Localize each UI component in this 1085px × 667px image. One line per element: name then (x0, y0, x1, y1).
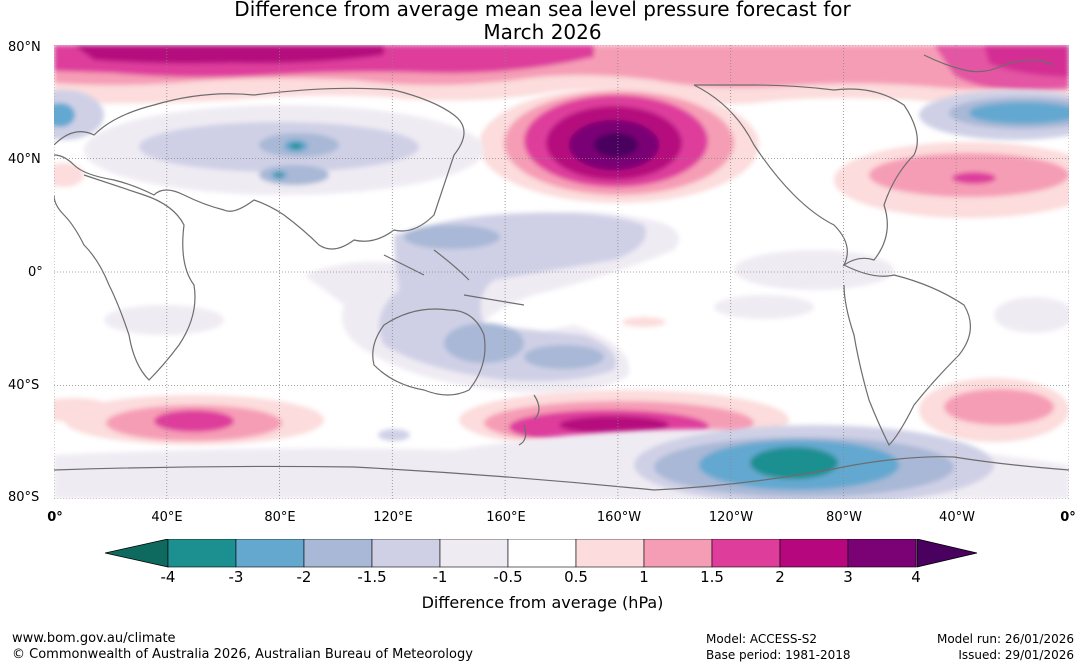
greenland-coast (923, 54, 1055, 73)
colorbar-segment (711, 539, 781, 568)
colorbar-tick-label: 1 (639, 568, 649, 586)
colorbar-over-arrow (916, 539, 978, 568)
colorbar-segment (643, 539, 713, 568)
lat-label-80n: 80°N (8, 40, 41, 55)
colorbar-tick-label: -4 (160, 568, 176, 586)
colorbar-tick-label: 4 (911, 568, 921, 586)
model-name: Model: ACCESS-S2 (706, 632, 818, 646)
colorbar-tick-label: -2 (296, 568, 312, 586)
map-title-line2: March 2026 (483, 20, 602, 44)
colorbar (105, 539, 978, 568)
model-run-date: Model run: 26/01/2026 (936, 632, 1074, 646)
colorbar-tick-label: -1.5 (357, 568, 387, 586)
lat-label-equator: 0° (28, 265, 43, 280)
maritime-continent-coast (383, 249, 525, 306)
gridlines (54, 45, 1069, 499)
lon-label-40e: 40°E (151, 510, 183, 525)
lon-label-160w: 160°W (596, 510, 642, 525)
arctic-high-anomaly (54, 45, 1069, 115)
australia-coast (372, 308, 486, 396)
lat-label-40s: 40°S (8, 378, 40, 393)
south-indian-high-anomaly (54, 395, 324, 445)
south-america-coast (843, 264, 971, 447)
lon-label-80w: 80°W (826, 510, 862, 525)
colorbar-segment (167, 539, 237, 568)
north-pacific-high-anomaly (479, 87, 759, 203)
colorbar-tick-label: -3 (228, 568, 244, 586)
colorbar-label: Difference from average (hPa) (421, 593, 664, 612)
colorbar-tick-label: -0.5 (493, 568, 523, 586)
north-america-coast (693, 84, 918, 267)
colorbar-segments (167, 539, 917, 568)
lon-label-120w: 120°W (708, 510, 754, 525)
lon-label-40w: 40°W (939, 510, 975, 525)
colorbar-segment (779, 539, 849, 568)
map-title-line1: Difference from average mean sea level p… (234, 0, 851, 21)
colorbar-segment (847, 539, 917, 568)
north-atlantic-high-anomaly (834, 142, 1069, 218)
lon-label-0-right: 0° (1060, 510, 1076, 525)
copyright-text: © Commonwealth of Australia 2026, Austra… (12, 647, 473, 662)
eurasia-coast (54, 87, 465, 250)
anomaly-map (54, 45, 1069, 499)
new-zealand-coast (518, 394, 540, 446)
antarctica-coast (54, 456, 1069, 491)
central-asia-low-anomaly (54, 105, 484, 195)
lon-label-120e: 120°E (373, 510, 413, 525)
tropical-pacific-low-anomaly (304, 211, 679, 393)
africa-coast (54, 174, 196, 381)
lon-label-0-left: 0° (47, 510, 63, 525)
colorbar-under-arrow (105, 539, 169, 568)
lon-label-160e: 160°E (486, 510, 526, 525)
coastlines (54, 54, 1069, 491)
colorbar-tick-label: 3 (843, 568, 853, 586)
colorbar-tick-label: -1 (432, 568, 448, 586)
colorbar-segment (439, 539, 509, 568)
base-period: Base period: 1981-2018 (706, 648, 851, 662)
colorbar-segment (575, 539, 645, 568)
colorbar-tick-label: 0.5 (564, 568, 588, 586)
colorbar-segment (371, 539, 441, 568)
south-atlantic-high-anomaly (919, 378, 1069, 442)
colorbar-segment (235, 539, 305, 568)
colorbar-tick-label: 2 (775, 568, 785, 586)
website-link[interactable]: www.bom.gov.au/climate (12, 631, 176, 646)
lon-label-80e: 80°E (264, 510, 296, 525)
lat-label-40n: 40°N (8, 152, 41, 167)
lat-label-80s: 80°S (8, 490, 40, 505)
ne-atlantic-low-anomaly (54, 90, 1069, 140)
colorbar-segment (303, 539, 373, 568)
colorbar-segment (507, 539, 577, 568)
colorbar-tick-label: 1.5 (700, 568, 724, 586)
issued-date: Issued: 29/01/2026 (958, 648, 1074, 662)
southern-ocean-low-anomaly (54, 425, 1069, 499)
